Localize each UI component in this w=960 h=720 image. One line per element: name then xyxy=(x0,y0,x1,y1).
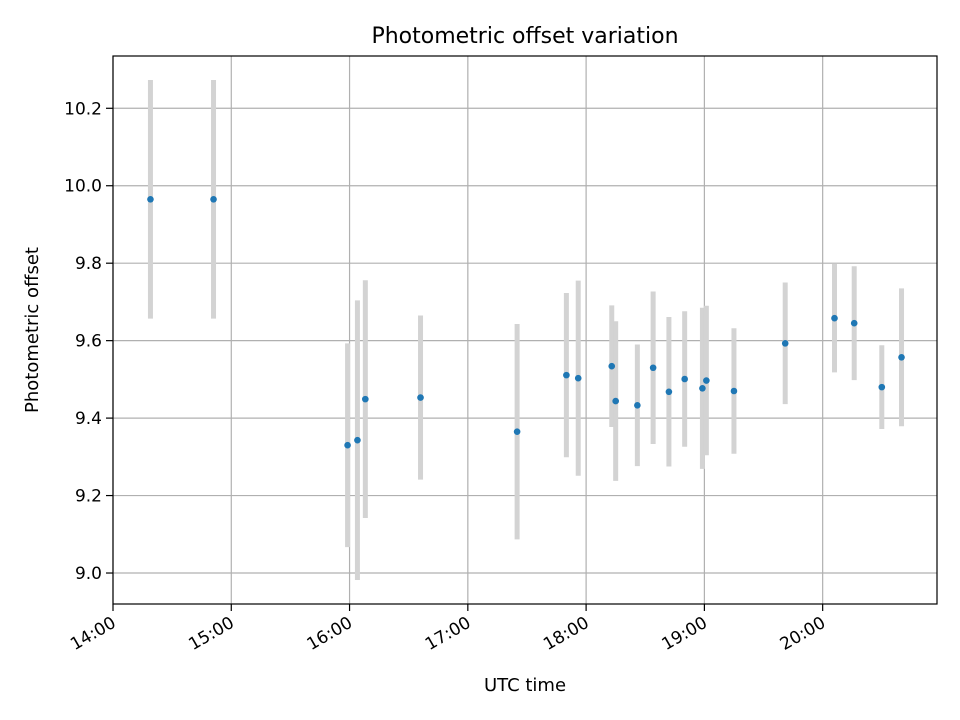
data-point xyxy=(417,394,424,401)
data-point xyxy=(649,364,657,372)
data-point xyxy=(730,387,738,395)
plot-frame xyxy=(112,55,938,605)
y-tick-label: 9.6 xyxy=(75,332,102,352)
data-point xyxy=(665,388,673,396)
data-point xyxy=(513,428,521,435)
y-tick-label: 9.4 xyxy=(75,409,102,429)
data-point xyxy=(699,384,706,392)
data-point xyxy=(612,397,619,405)
y-tick-label: 10.0 xyxy=(64,177,102,197)
y-tick-label: 10.2 xyxy=(64,99,102,119)
data-point xyxy=(362,395,369,403)
data-point xyxy=(147,195,154,203)
data-point xyxy=(703,377,710,384)
data-point xyxy=(781,340,789,347)
data-point xyxy=(354,436,361,444)
data-point xyxy=(850,319,858,327)
data-point xyxy=(608,362,616,370)
grid xyxy=(112,56,937,604)
data-points xyxy=(147,195,905,449)
y-tick-label: 9.2 xyxy=(75,487,102,507)
data-point xyxy=(344,441,351,449)
data-point xyxy=(898,354,905,361)
y-axis-label: Photometric offset xyxy=(22,247,43,413)
data-point xyxy=(878,383,886,391)
data-point xyxy=(831,314,838,322)
chart-title: Photometric offset variation xyxy=(371,24,678,49)
y-tick-label: 9.8 xyxy=(75,254,102,274)
x-axis-label: UTC time xyxy=(484,675,566,696)
data-point xyxy=(634,402,641,409)
y-axis-ticks: 9.0 9.2 9.4 9.6 9.8 10.0 10.2 xyxy=(64,99,113,584)
data-point xyxy=(563,371,570,379)
data-point xyxy=(681,375,688,383)
data-point xyxy=(210,195,217,203)
y-tick-label: 9.0 xyxy=(75,564,102,584)
data-point xyxy=(574,374,582,382)
